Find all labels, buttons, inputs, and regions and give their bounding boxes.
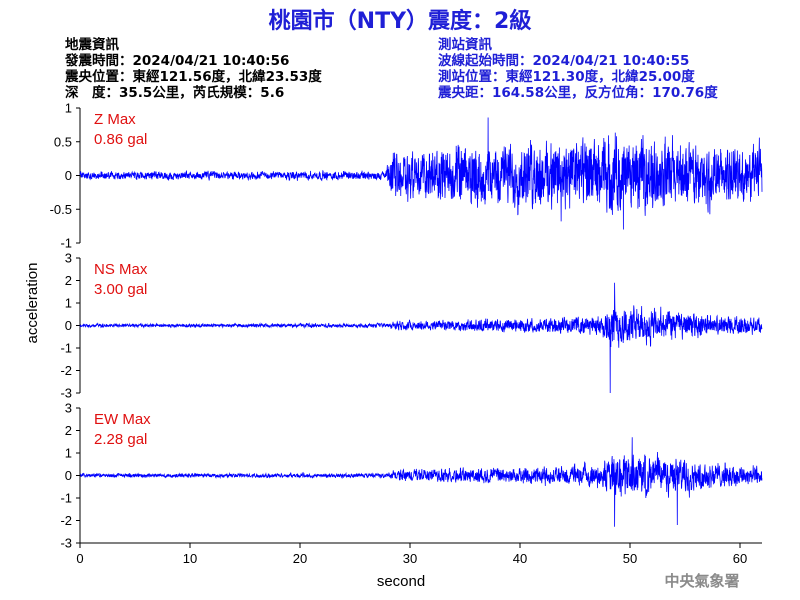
y-tick-label-ns: -2 <box>60 363 72 378</box>
y-tick-label-ns: 1 <box>65 296 72 311</box>
x-axis-label: second <box>377 573 425 590</box>
y-tick-label-ew: -1 <box>60 491 72 506</box>
trace-ns <box>79 282 763 394</box>
y-tick-label-z: 0 <box>65 168 72 183</box>
y-tick-label-z: -0.5 <box>50 202 72 217</box>
panel-ns: -3 -2 -1 0 1 2 3 NS Max 3.00 gal <box>60 251 763 401</box>
y-tick-label-z: -1 <box>60 236 72 251</box>
max-value-ns: 3.00 gal <box>94 281 147 298</box>
x-tick-label: 60 <box>733 551 747 566</box>
y-tick-label-ns: 0 <box>65 318 72 333</box>
station-info-heading: 測站資訊 <box>438 36 492 53</box>
x-axis: 0 10 20 30 40 50 60 <box>76 542 762 566</box>
y-tick-label-ew: 1 <box>65 446 72 461</box>
chart-title: 桃園市（NTY）震度：2級 <box>269 8 532 34</box>
max-label-ns: NS Max <box>94 261 148 278</box>
y-tick-label-z: 1 <box>65 101 72 116</box>
trace-z <box>79 117 763 230</box>
x-tick-label: 30 <box>403 551 417 566</box>
wave-start-time: 波線起始時間：2024/04/21 10:40:55 <box>438 52 689 69</box>
epicenter: 震央位置：東經121.56度，北緯23.53度 <box>64 68 322 85</box>
y-tick-label-ns: -1 <box>60 341 72 356</box>
max-label-ew: EW Max <box>94 411 151 428</box>
x-tick-label: 0 <box>76 551 83 566</box>
x-tick-label: 50 <box>623 551 637 566</box>
panels: -1 -0.5 0 0.5 1 Z Max 0.86 gal -3 -2 -1 0 1 2 3 NS Max… <box>50 101 763 551</box>
y-tick-label-ew: 0 <box>65 468 72 483</box>
quake-info-heading: 地震資訊 <box>65 36 119 53</box>
max-label-z: Z Max <box>94 111 136 128</box>
y-tick-label-ns: 3 <box>65 251 72 266</box>
max-value-ew: 2.28 gal <box>94 431 147 448</box>
station-location: 測站位置：東經121.30度，北緯25.00度 <box>438 68 695 85</box>
depth-magnitude: 深 度：35.5公里，芮氏規模：5.6 <box>65 84 284 101</box>
y-tick-label-ew: -2 <box>60 513 72 528</box>
y-tick-label-z: 0.5 <box>54 134 72 149</box>
y-tick-label-ns: 2 <box>65 273 72 288</box>
epicentral-distance: 震央距：164.58公里，反方位角：170.76度 <box>437 84 718 101</box>
panel-z: -1 -0.5 0 0.5 1 Z Max 0.86 gal <box>50 101 763 251</box>
x-tick-label: 40 <box>513 551 527 566</box>
y-axis-label: acceleration <box>24 263 41 344</box>
max-value-z: 0.86 gal <box>94 131 147 148</box>
panel-ew: -3 -2 -1 0 1 2 3 EW Max 2.28 gal <box>60 401 763 551</box>
y-tick-label-ew: 2 <box>65 423 72 438</box>
y-tick-label-ns: -3 <box>60 386 72 401</box>
trace-ew <box>79 437 763 527</box>
origin-time: 發震時間：2024/04/21 10:40:56 <box>64 52 289 69</box>
x-tick-label: 20 <box>293 551 307 566</box>
x-tick-label: 10 <box>183 551 197 566</box>
credit-label: 中央氣象署 <box>664 572 739 590</box>
y-tick-label-ew: 3 <box>65 401 72 416</box>
y-tick-label-ew: -3 <box>60 536 72 551</box>
